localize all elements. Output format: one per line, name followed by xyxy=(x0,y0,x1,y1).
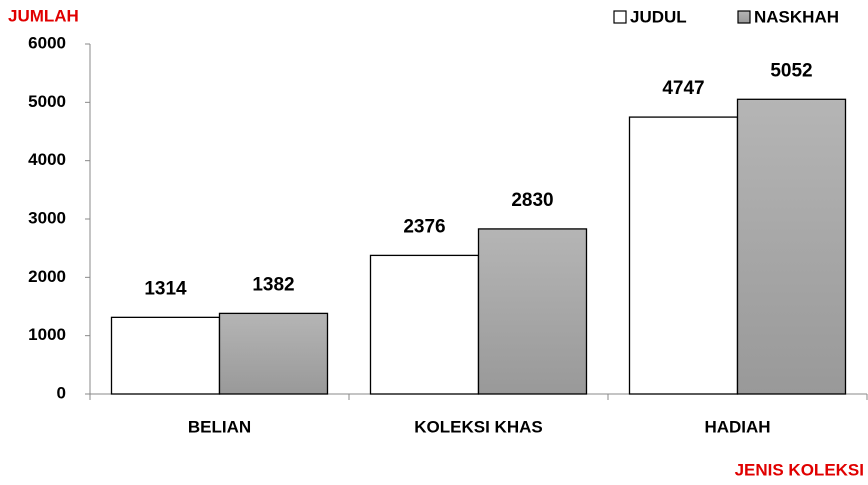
y-tick-label: 4000 xyxy=(28,150,66,169)
value-label: 5052 xyxy=(770,60,812,81)
y-tick-label: 5000 xyxy=(28,92,66,111)
y-axis-title: JUMLAH xyxy=(8,6,79,25)
bar xyxy=(110,316,221,395)
bar xyxy=(736,98,847,395)
bar xyxy=(628,116,739,395)
bar xyxy=(369,254,480,395)
y-tick-label: 6000 xyxy=(28,33,66,52)
bar xyxy=(477,228,588,395)
x-tick-label: HADIAH xyxy=(704,417,770,436)
y-tick-label: 2000 xyxy=(28,267,66,286)
value-label: 2830 xyxy=(511,190,553,211)
y-tick-label: 1000 xyxy=(28,325,66,344)
value-label: 2376 xyxy=(403,216,445,237)
y-tick-label: 0 xyxy=(57,383,66,402)
legend: JUDUL NASKHAH xyxy=(613,7,839,26)
y-tick-label: 3000 xyxy=(28,208,66,227)
value-label: 1314 xyxy=(144,278,187,299)
legend-label: JUDUL xyxy=(630,7,687,26)
legend-label: NASKHAH xyxy=(754,7,839,26)
bar xyxy=(218,312,329,395)
legend-swatch xyxy=(613,10,627,24)
value-label: 4747 xyxy=(662,78,704,99)
x-tick-label: KOLEKSI KHAS xyxy=(414,417,542,436)
x-axis-title: JENIS KOLEKSI xyxy=(735,460,864,479)
x-tick-label: BELIAN xyxy=(188,417,251,436)
legend-swatch xyxy=(737,10,751,24)
value-label: 1382 xyxy=(252,274,294,295)
